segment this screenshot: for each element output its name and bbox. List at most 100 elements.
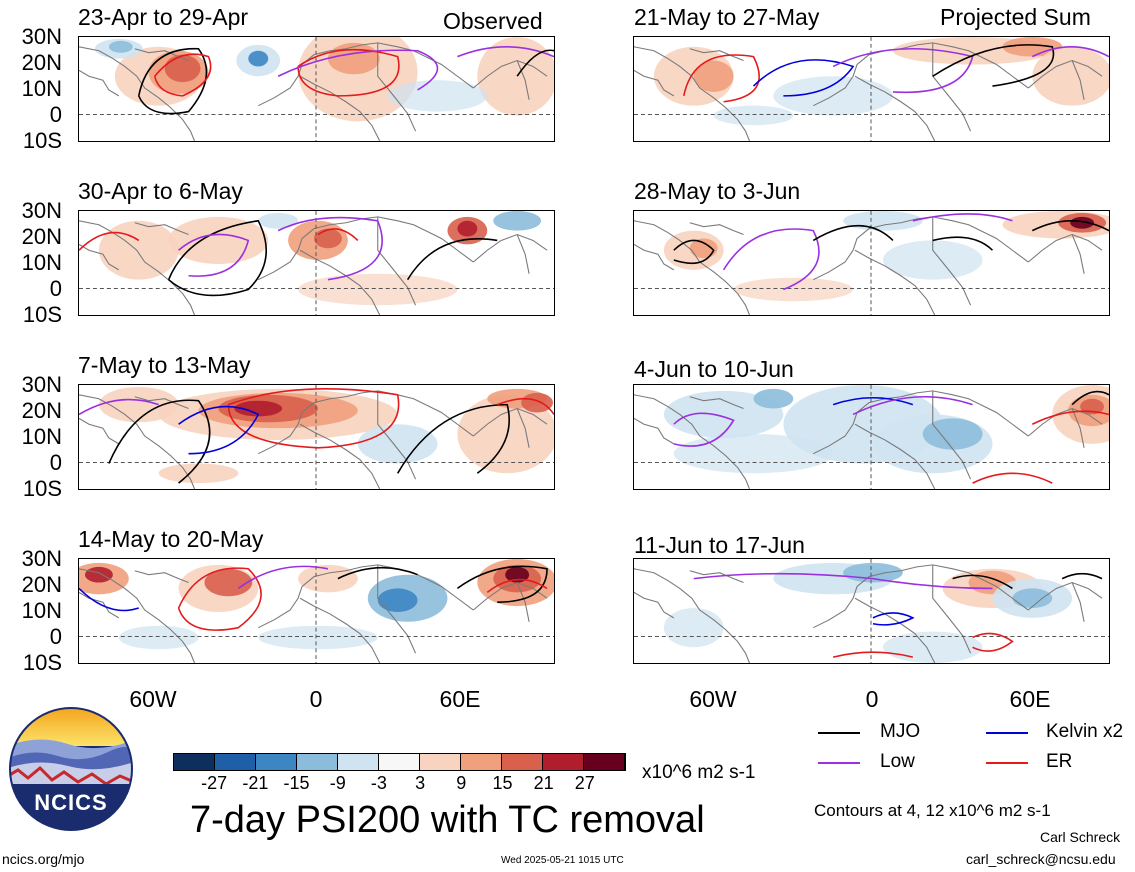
wave-contour [457,46,554,58]
wave-contour [79,398,159,416]
panel-title-obs-2: 30-Apr to 6-May [78,178,243,204]
psi-anomaly-shade [673,434,834,474]
colorbar [173,753,626,771]
psi-anomaly-shade [314,228,342,249]
psi-anomaly-shade [663,608,724,648]
coastline [516,582,530,622]
coastline [516,234,530,274]
y-tick-label: 10N [21,250,62,275]
wave-contour [683,54,760,103]
coastline [79,220,196,315]
wave-contour [832,651,914,658]
map-canvas [634,559,1109,663]
map-canvas [634,211,1109,315]
psi-anomaly-shade [493,211,542,231]
wave-contour [297,48,400,97]
coastline [634,417,675,445]
colorbar-tick-label: 9 [456,773,467,793]
coastline [377,564,417,654]
coastline [134,222,189,236]
map-panel-observed-2 [78,210,555,316]
coastline [634,46,751,141]
map-canvas [79,37,554,141]
wave-contour [516,49,554,77]
wave-contour [317,228,359,241]
coastline [1071,60,1085,100]
wave-contour [832,48,974,94]
projected-sum-label: Projected Sum [940,4,1091,30]
psi-anomaly-shade [882,631,983,663]
coastline [1071,582,1085,622]
legend-label-er: ER [1046,751,1073,772]
coastline [1071,234,1085,274]
coastline [980,578,1029,611]
colorbar-swatch [256,754,297,770]
footer-timestamp: Wed 2025-05-21 1015 UTC [501,855,624,866]
psi-anomaly-shade [387,80,488,112]
wave-contour [167,219,267,297]
psi-anomaly-shade [327,42,380,75]
coastline [472,59,548,89]
psi-anomaly-shade [98,220,179,280]
wave-contour [1031,220,1109,232]
coastline [689,396,744,410]
wave-contour [832,396,914,406]
coastline [689,48,744,62]
legend-label-kelvin: Kelvin x2 [1046,721,1124,742]
panel-title-obs-1: 23-Apr to 29-Apr [78,4,249,30]
coastline [689,570,744,584]
legend-swatch-kelvin [986,732,1028,734]
ncics-logo: NCICS [8,706,134,832]
coastline [932,42,972,132]
colorbar-swatch [502,754,543,770]
coastline [813,570,901,629]
coastline [79,46,196,141]
psi-anomaly-shade [108,40,133,53]
wave-contour [406,238,498,281]
y-tick-label: 10N [21,424,62,449]
wave-contour [486,578,548,593]
coastline [980,230,1029,263]
y-tick-label: 0 [49,450,62,475]
legend-label-low: Low [880,751,915,772]
colorbar-swatch [297,754,338,770]
wave-contour [872,612,915,626]
wave-contour [277,216,383,281]
psi-anomaly-shade [663,390,784,438]
map-panel-projected-3 [633,384,1110,490]
map-canvas [79,211,554,315]
wave-contour [673,239,715,265]
coastline [813,396,901,455]
coastline [345,42,426,58]
coastline [79,417,120,445]
legend-swatch-er [986,762,1028,764]
wave-contour [337,567,418,580]
colorbar-swatch [379,754,420,770]
psi-anomaly-shade [922,418,983,450]
psi-anomaly-shade [234,400,283,417]
map-panel-observed-1 [78,36,555,142]
psi-anomaly-shade [1070,216,1095,229]
coastline [1071,408,1085,448]
coastline [134,48,189,62]
wave-contour [237,565,329,590]
coastline [258,396,346,455]
coastline [980,56,1029,89]
wave-contour [1031,46,1109,58]
psi-anomaly-shade [84,566,113,583]
x-tick-label-left: 60E [439,686,481,712]
x-tick-label-left: 0 [309,686,323,712]
map-panel-observed-4 [78,558,555,664]
y-tick-label: 10N [21,598,62,623]
coastline [516,60,530,100]
coastline [1027,59,1103,89]
wave-contour [852,396,973,416]
psi-anomaly-shade [168,216,269,264]
coastline [472,233,548,263]
psi-anomaly-shade [377,588,418,612]
wave-contour [693,572,993,590]
y-tick-label: 20N [21,224,62,249]
coastline [377,390,417,480]
coastline [932,564,972,654]
coastline [79,394,196,489]
